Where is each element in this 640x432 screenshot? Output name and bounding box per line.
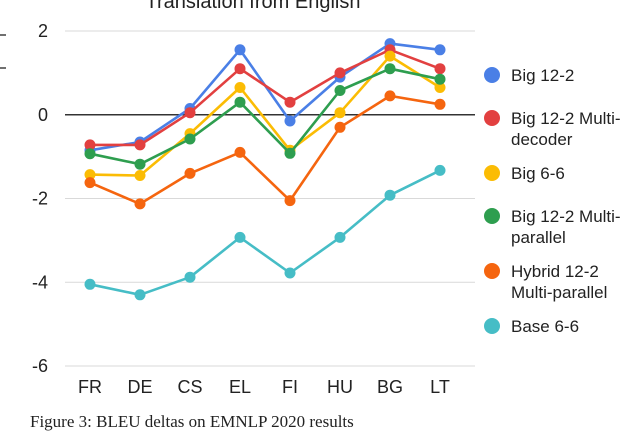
data-point bbox=[334, 67, 346, 79]
y-tick-label: 0 bbox=[38, 105, 48, 125]
legend-item: Big 12-2 Multi-parallel bbox=[484, 207, 621, 247]
x-tick-label: EL bbox=[229, 377, 251, 397]
data-point bbox=[84, 177, 96, 189]
x-tick-label: HU bbox=[327, 377, 353, 397]
x-tick-label: FI bbox=[282, 377, 298, 397]
series-line bbox=[89, 169, 441, 297]
series-line bbox=[89, 94, 441, 206]
data-point bbox=[284, 147, 296, 159]
data-point bbox=[284, 267, 296, 279]
legend-label: Big 12-2 Multi-parallel bbox=[511, 207, 621, 247]
data-point bbox=[284, 115, 296, 127]
legend-item: Big 12-2 bbox=[484, 66, 574, 85]
data-point bbox=[334, 121, 346, 133]
x-tick-label: DE bbox=[127, 377, 152, 397]
legend-label: Big 6-6 bbox=[511, 164, 565, 183]
data-point bbox=[434, 164, 446, 176]
data-point bbox=[434, 44, 446, 56]
data-point bbox=[384, 90, 396, 102]
legend-swatch bbox=[484, 165, 500, 181]
x-axis-ticks: FR DE CS EL FI HU BG LT bbox=[78, 377, 450, 397]
data-point bbox=[84, 139, 96, 151]
data-point bbox=[434, 63, 446, 75]
legend-swatch bbox=[484, 110, 500, 126]
x-tick-label: CS bbox=[177, 377, 202, 397]
data-point bbox=[134, 139, 146, 151]
data-point bbox=[234, 82, 246, 93]
x-tick-label: BG bbox=[377, 377, 403, 397]
legend-swatch bbox=[484, 263, 500, 279]
data-point bbox=[284, 195, 296, 207]
data-point bbox=[334, 107, 346, 119]
legend-item: Big 12-2 Multi-decoder bbox=[484, 109, 621, 149]
data-point bbox=[134, 289, 146, 301]
data-point bbox=[384, 63, 396, 75]
series-lines bbox=[84, 38, 446, 301]
legend-item: Big 6-6 bbox=[484, 164, 565, 183]
data-point bbox=[234, 96, 246, 108]
y-axis-ticks: 2 0 -2 -4 -6 bbox=[32, 21, 48, 376]
data-point bbox=[84, 169, 96, 181]
data-point bbox=[184, 133, 196, 145]
data-point bbox=[234, 63, 246, 75]
x-tick-label: FR bbox=[78, 377, 102, 397]
series-6 bbox=[84, 164, 446, 301]
legend-label: Big 12-2 Multi-decoder bbox=[511, 109, 621, 149]
legend-item: Base 6-6 bbox=[484, 317, 579, 336]
legend-label: Big 12-2 bbox=[511, 66, 574, 85]
data-point bbox=[234, 231, 246, 243]
data-point bbox=[234, 146, 246, 158]
data-point bbox=[134, 198, 146, 210]
series-line bbox=[90, 48, 441, 147]
x-tick-label: LT bbox=[430, 377, 450, 397]
data-point bbox=[334, 85, 346, 96]
legend-item: Hybrid 12-2 Multi-parallel bbox=[484, 262, 607, 302]
data-point bbox=[284, 96, 296, 108]
data-point bbox=[434, 98, 446, 110]
legend-swatch bbox=[484, 318, 500, 334]
y-tick-label: 2 bbox=[38, 21, 48, 41]
data-point bbox=[84, 278, 96, 290]
legend: Big 12-2 Big 12-2 Multi-decoder Big 6-6 Big… bbox=[484, 66, 621, 336]
data-point bbox=[234, 44, 246, 56]
series-5 bbox=[84, 90, 446, 210]
chart-title: Translation from English bbox=[146, 0, 361, 13]
figure-caption: Figure 3: BLEU deltas on EMNLP 2020 resu… bbox=[30, 412, 354, 431]
series-line bbox=[89, 67, 441, 166]
legend-label: Hybrid 12-2 Multi-parallel bbox=[511, 262, 607, 302]
data-point bbox=[134, 170, 146, 181]
legend-swatch bbox=[484, 67, 500, 83]
legend-label: Base 6-6 bbox=[511, 317, 579, 336]
data-point bbox=[434, 82, 446, 93]
data-point bbox=[334, 231, 346, 243]
data-point bbox=[134, 158, 146, 170]
data-point bbox=[384, 50, 396, 62]
series-4 bbox=[84, 63, 446, 170]
y-tick-label: -4 bbox=[32, 272, 48, 292]
data-point bbox=[184, 167, 196, 179]
legend-swatch bbox=[484, 208, 500, 224]
data-point bbox=[384, 189, 396, 201]
data-point bbox=[84, 148, 96, 160]
y-tick-label: -6 bbox=[32, 356, 48, 376]
y-tick-label: -2 bbox=[32, 189, 48, 209]
series-line bbox=[89, 54, 441, 177]
data-point bbox=[184, 271, 196, 283]
data-point bbox=[434, 73, 446, 85]
data-point bbox=[184, 107, 196, 119]
gridlines bbox=[0, 30, 475, 367]
